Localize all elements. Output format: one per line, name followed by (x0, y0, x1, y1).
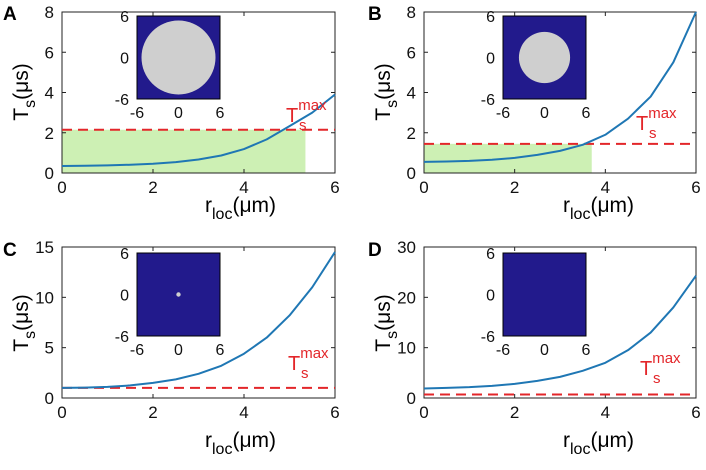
inset-x-tick-label: 6 (582, 342, 591, 359)
y-tick-label: 2 (407, 124, 416, 143)
feasible-region (62, 129, 306, 173)
y-tick-label: 2 (45, 124, 54, 143)
y-tick-label: 4 (407, 84, 416, 103)
y-axis-label-group: Ts(μs) (10, 294, 39, 351)
x-axis-label: rloc(μm) (563, 194, 634, 223)
y-tick-label: 0 (45, 389, 54, 408)
x-tick-label: 2 (148, 403, 157, 422)
x-tick-label: 2 (510, 178, 519, 197)
y-axis-label-group: Ts(μs) (372, 63, 401, 120)
x-tick-label: 0 (57, 403, 66, 422)
inset-map: -6 0 6 6 0 -6 (481, 246, 591, 359)
inset-x-tick-label: -6 (496, 342, 510, 359)
inset-x-tick-label: 0 (540, 342, 549, 359)
inset-x-tick-label: -6 (496, 105, 510, 122)
y-axis-label: Ts(μs) (10, 63, 39, 120)
y-tick-label: 4 (45, 84, 54, 103)
inset-x-tick-label: -6 (130, 105, 144, 122)
ts-curve (61, 93, 336, 167)
y-tick-label: 20 (397, 288, 416, 307)
x-tick-label: 0 (419, 403, 428, 422)
x-tick-label: 4 (601, 178, 610, 197)
threshold-label: Tmax s (286, 97, 327, 134)
threshold-label: Tmax s (636, 105, 677, 142)
inset-y-tick-label: -6 (115, 329, 129, 346)
y-axis-label: Ts(μs) (10, 294, 39, 351)
ts-curve (423, 11, 697, 163)
inset-background (502, 252, 587, 337)
inset-x-tick-label: 0 (174, 342, 183, 359)
y-tick-label: 10 (397, 339, 416, 358)
y-tick-label: 0 (45, 164, 54, 183)
inset-y-tick-label: 6 (486, 9, 495, 26)
x-axis-label: rloc(μm) (205, 194, 276, 223)
x-tick-label: 2 (148, 178, 157, 197)
inset-x-tick-label: 6 (216, 342, 225, 359)
y-tick-label: 8 (45, 3, 54, 22)
inset-y-tick-label: -6 (481, 329, 495, 346)
y-tick-label: 0 (407, 389, 416, 408)
inset-x-tick-label: 0 (174, 105, 183, 122)
x-tick-label: 6 (330, 403, 339, 422)
inset-y-tick-label: -6 (481, 92, 495, 109)
y-tick-label: 6 (45, 43, 54, 62)
y-axis-label-group: Ts(μs) (10, 63, 39, 120)
x-tick-label: 6 (691, 178, 700, 197)
y-tick-label: 6 (407, 43, 416, 62)
inset-y-tick-label: 6 (486, 246, 495, 263)
y-tick-label: 15 (35, 238, 54, 257)
x-tick-label: 4 (601, 403, 610, 422)
y-axis-label: Ts(μs) (372, 294, 401, 351)
axes-box (61, 246, 336, 399)
inset-y-tick-label: 0 (486, 51, 495, 68)
inset-x-tick-label: 6 (216, 105, 225, 122)
ts-curve (61, 251, 336, 389)
inset-y-tick-label: 6 (120, 9, 129, 26)
inset-x-tick-label: -6 (130, 342, 144, 359)
inset-map: -6 0 6 6 0 -6 (115, 246, 225, 359)
y-tick-label: 8 (407, 3, 416, 22)
inset-y-tick-label: 0 (120, 288, 129, 305)
inset-x-tick-label: 0 (540, 105, 549, 122)
y-tick-label: 5 (45, 339, 54, 358)
inset-y-tick-label: 0 (486, 288, 495, 305)
inset-y-tick-label: 0 (120, 51, 129, 68)
inset-map: -6 0 6 6 0 -6 (481, 9, 591, 122)
x-tick-label: 2 (510, 403, 519, 422)
x-tick-label: 0 (419, 178, 428, 197)
x-tick-label: 4 (239, 178, 248, 197)
x-axis-label: rloc(μm) (563, 429, 634, 458)
panel-letter: A (3, 4, 17, 25)
threshold-label: Tmax s (640, 350, 681, 387)
x-axis-label: rloc(μm) (205, 429, 276, 458)
y-tick-label: 0 (407, 164, 416, 183)
x-tick-label: 4 (239, 403, 248, 422)
y-tick-label: 30 (397, 238, 416, 257)
ts-curve (423, 275, 697, 390)
panel-letter: C (3, 240, 17, 261)
panel-letter: D (368, 240, 382, 261)
panel-letter: B (368, 4, 382, 25)
inset-map: -6 0 6 6 0 -6 (115, 9, 225, 122)
y-tick-label: 10 (35, 288, 54, 307)
y-axis-label-group: Ts(μs) (372, 294, 401, 351)
x-tick-label: 0 (57, 178, 66, 197)
inset-y-tick-label: 6 (120, 246, 129, 263)
inset-y-tick-label: -6 (115, 92, 129, 109)
threshold-label: Tmax s (288, 345, 329, 382)
feasible-disk (518, 31, 571, 84)
x-tick-label: 6 (330, 178, 339, 197)
feasible-disk (176, 292, 181, 297)
y-axis-label: Ts(μs) (372, 63, 401, 120)
axes-box (423, 246, 697, 399)
x-tick-label: 6 (691, 403, 700, 422)
feasible-disk (141, 20, 216, 95)
inset-x-tick-label: 6 (582, 105, 591, 122)
